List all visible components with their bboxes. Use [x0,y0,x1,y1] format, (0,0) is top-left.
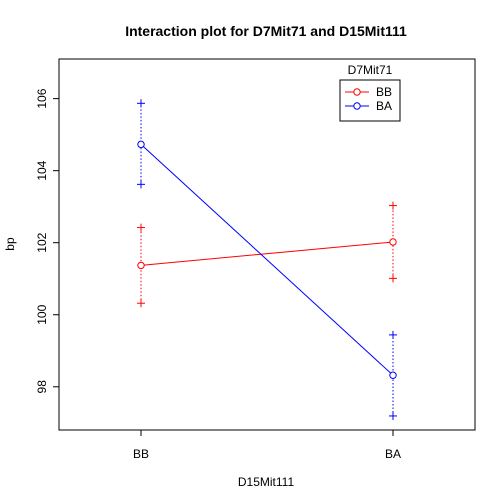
legend-entry-bb: BB [345,85,392,99]
series-line [140,241,394,266]
series-line [140,143,394,376]
data-point [389,238,397,246]
legend-marker [353,102,361,110]
legend-entry-ba: BA [345,99,392,113]
y-tick-label: 102 [35,232,49,252]
lower-bound-mark [137,180,145,189]
x-axis-label: D15Mit111 [238,475,295,489]
series-layer [137,99,397,420]
x-axis: BB BA [133,430,401,461]
data-point [137,140,145,149]
y-tick-label: 104 [35,160,49,180]
data-point [389,371,397,379]
lower-bound-mark [389,274,397,283]
y-tick-label: 106 [35,88,49,108]
legend-label: BA [376,99,392,113]
upper-bound-mark [389,201,397,210]
y-axis: 98 100 102 104 106 [35,88,59,393]
y-tick-label: 98 [35,380,49,394]
chart-title: Interaction plot for D7Mit71 and D15Mit1… [125,23,407,39]
upper-bound-mark [137,99,145,108]
legend-marker [353,88,361,96]
legend-label: BB [376,85,392,99]
x-tick-label: BA [385,447,401,461]
x-tick-label: BB [133,447,149,461]
series-bb [137,201,397,308]
plot-frame [58,58,476,431]
data-point [137,261,145,270]
legend-title: D7Mit71 [348,63,393,77]
upper-bound-mark [137,223,145,232]
lower-bound-mark [389,411,397,420]
y-axis-label: bp [3,237,17,251]
series-ba [137,99,397,420]
upper-bound-mark [389,330,397,339]
lower-bound-mark [137,299,145,308]
y-tick-label: 100 [35,304,49,324]
legend-box [339,79,401,122]
